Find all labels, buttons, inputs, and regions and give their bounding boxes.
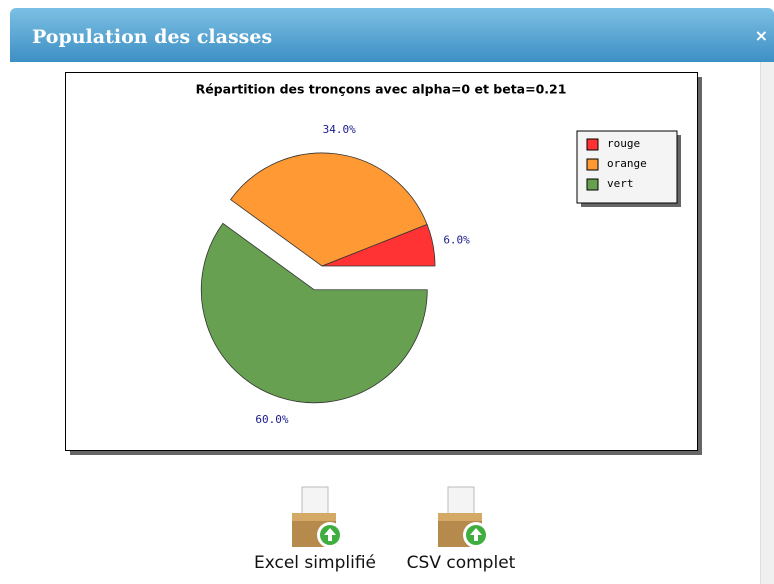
legend-label: vert [607, 177, 634, 190]
pie-slice [230, 152, 428, 267]
chart-shadow [70, 77, 702, 455]
pie-slice [200, 222, 428, 404]
pie-slice [321, 223, 436, 267]
legend [576, 130, 678, 204]
legend-label: rouge [607, 137, 640, 150]
button-label: Excel simplifié [254, 553, 376, 573]
legend-swatch [586, 178, 599, 191]
icon [292, 486, 343, 548]
icon [438, 486, 489, 548]
legend-swatch [586, 138, 599, 151]
legend-shadow [581, 135, 681, 207]
close-button[interactable]: × [754, 26, 768, 45]
chart-frame [65, 72, 698, 451]
slice-label: 60.0% [255, 413, 288, 426]
scrollbar[interactable] [760, 62, 774, 584]
dialog-header: Population des classes × [10, 8, 774, 62]
slice-label: 34.0% [323, 123, 356, 136]
chart-title: Répartition des tronçons avec alpha=0 et… [196, 82, 567, 97]
csv-button[interactable]: CSV complet [396, 485, 526, 573]
dialog-title: Population des classes [32, 26, 273, 48]
legend-swatch [586, 158, 599, 171]
slice-label: 6.0% [443, 233, 470, 246]
legend-label: orange [607, 157, 647, 170]
button-label: CSV complet [406, 553, 516, 573]
excel-button[interactable]: Excel simplifié [238, 485, 392, 573]
